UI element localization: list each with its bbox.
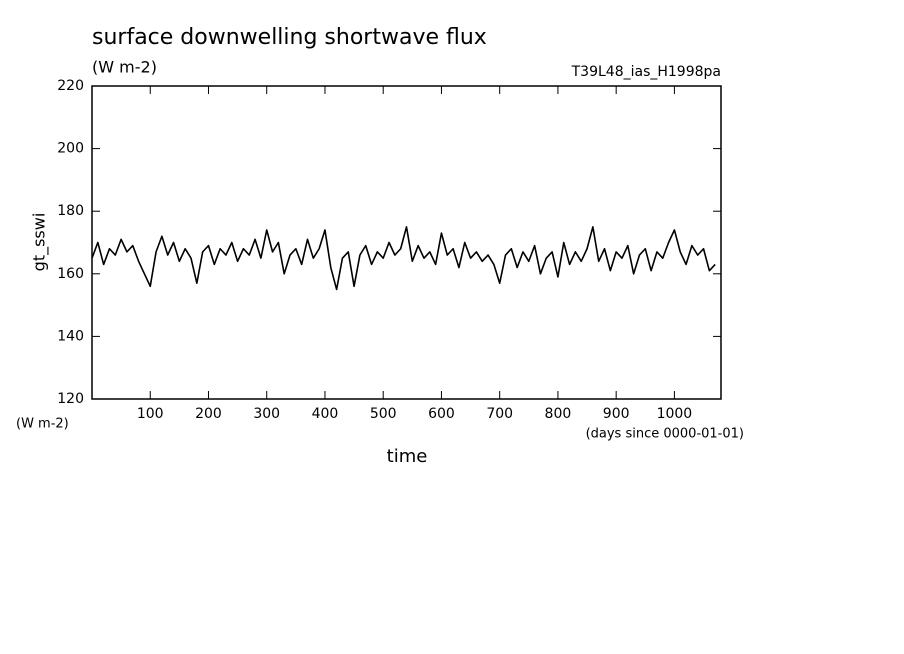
run-label: T39L48_ias_H1998pa: [571, 64, 721, 80]
y-tick-label: 180: [57, 203, 84, 219]
x-tick-label: 900: [603, 406, 630, 422]
x-tick-label: 100: [137, 406, 164, 422]
x-tick-label: 800: [545, 406, 572, 422]
y-axis-label: gt_sswi: [30, 213, 50, 272]
y-tick-label: 140: [57, 328, 84, 344]
y-tick-label: 120: [57, 391, 84, 407]
x-tick-label: 400: [312, 406, 339, 422]
x-tick-label: 1000: [657, 406, 693, 422]
y-tick-label: 220: [57, 78, 84, 94]
y-tick-label: 160: [57, 266, 84, 282]
x-tick-label: 600: [428, 406, 455, 422]
plot-frame: [91, 85, 722, 400]
y-unit: (W m-2): [16, 417, 69, 432]
chart-title: surface downwelling shortwave flux: [92, 25, 487, 50]
x-axis-label: time: [387, 446, 428, 467]
data-line: [91, 226, 716, 291]
x-tick-label: 300: [253, 406, 280, 422]
chart-subtitle: (W m-2): [92, 58, 157, 77]
x-tick-label: 700: [486, 406, 513, 422]
x-tick-label: 200: [195, 406, 222, 422]
x-unit: (days since 0000-01-01): [586, 427, 744, 442]
y-tick-label: 200: [57, 141, 84, 157]
x-tick-label: 500: [370, 406, 397, 422]
